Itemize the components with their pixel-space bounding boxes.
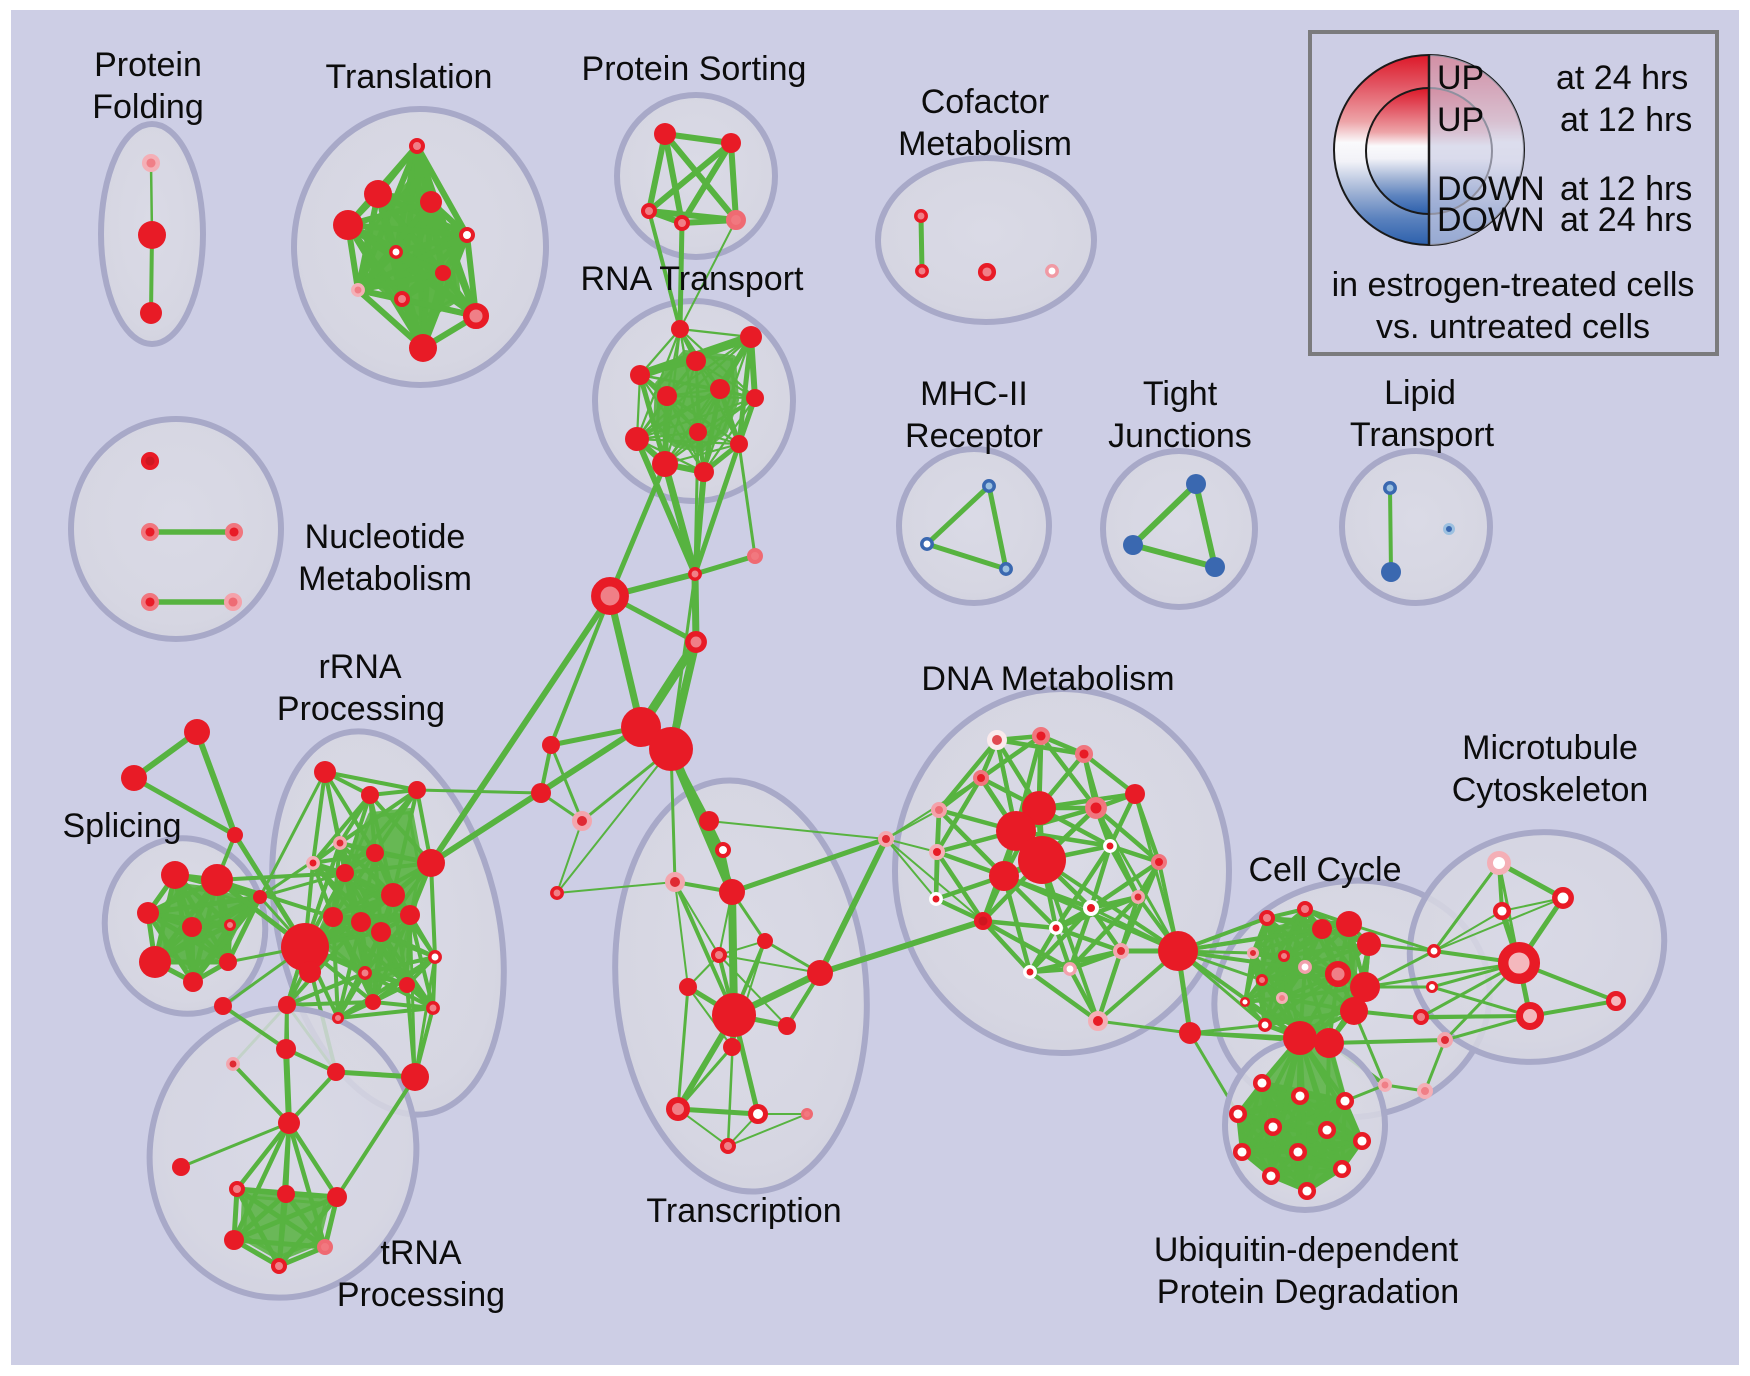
svg-text:Protein Degradation: Protein Degradation bbox=[1157, 1273, 1459, 1311]
svg-text:Junctions: Junctions bbox=[1108, 417, 1252, 455]
svg-text:Ubiquitin-dependent: Ubiquitin-dependent bbox=[1154, 1231, 1459, 1269]
svg-text:Translation: Translation bbox=[326, 58, 493, 96]
svg-text:Lipid: Lipid bbox=[1384, 374, 1456, 412]
svg-text:Nucleotide: Nucleotide bbox=[305, 518, 466, 556]
svg-text:Cofactor: Cofactor bbox=[921, 83, 1050, 121]
svg-text:at 24 hrs: at 24 hrs bbox=[1560, 201, 1692, 239]
svg-text:Splicing: Splicing bbox=[62, 807, 181, 845]
svg-text:Processing: Processing bbox=[337, 1276, 505, 1314]
svg-text:Protein Sorting: Protein Sorting bbox=[582, 50, 807, 88]
svg-text:in estrogen-treated cells: in estrogen-treated cells bbox=[1332, 266, 1695, 304]
svg-text:tRNA: tRNA bbox=[380, 1234, 462, 1272]
svg-text:Metabolism: Metabolism bbox=[898, 125, 1072, 163]
svg-text:vs. untreated cells: vs. untreated cells bbox=[1376, 308, 1650, 346]
svg-text:Metabolism: Metabolism bbox=[298, 560, 472, 598]
svg-text:at 24 hrs: at 24 hrs bbox=[1556, 59, 1688, 97]
svg-text:at 12 hrs: at 12 hrs bbox=[1560, 101, 1692, 139]
svg-text:Processing: Processing bbox=[277, 690, 445, 728]
svg-text:DOWN: DOWN bbox=[1437, 201, 1545, 239]
svg-text:UP: UP bbox=[1437, 101, 1484, 139]
svg-text:DOWN: DOWN bbox=[1437, 170, 1545, 208]
svg-text:Receptor: Receptor bbox=[905, 417, 1043, 455]
svg-text:RNA Transport: RNA Transport bbox=[581, 260, 805, 298]
svg-text:rRNA: rRNA bbox=[318, 648, 401, 686]
svg-text:Transport: Transport bbox=[1350, 416, 1495, 454]
svg-text:Cytoskeleton: Cytoskeleton bbox=[1452, 771, 1649, 809]
svg-text:at 12 hrs: at 12 hrs bbox=[1560, 170, 1692, 208]
svg-text:Protein: Protein bbox=[94, 46, 202, 84]
svg-text:UP: UP bbox=[1437, 59, 1484, 97]
svg-text:Tight: Tight bbox=[1143, 375, 1218, 413]
svg-text:DNA Metabolism: DNA Metabolism bbox=[921, 660, 1174, 698]
svg-text:Microtubule: Microtubule bbox=[1462, 729, 1638, 767]
svg-text:Folding: Folding bbox=[92, 88, 204, 126]
svg-text:Cell Cycle: Cell Cycle bbox=[1248, 851, 1401, 889]
svg-text:MHC-II: MHC-II bbox=[920, 375, 1028, 413]
svg-text:Transcription: Transcription bbox=[646, 1192, 841, 1230]
